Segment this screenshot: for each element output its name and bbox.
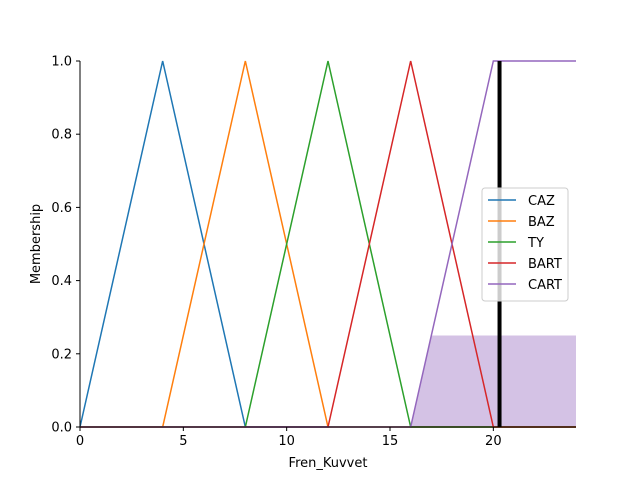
legend-box (481, 187, 569, 302)
legend-label-bart: BART (528, 257, 562, 272)
legend: CAZ BAZ TY BART CART (481, 187, 569, 302)
axes: 0 5 10 15 20 0.0 0.2 0.4 0.6 0.8 1.0 (51, 55, 576, 449)
y-tick-label: 0.6 (51, 201, 72, 216)
x-tick-label: 10 (278, 434, 295, 449)
activation-fill (410, 335, 576, 427)
x-tick-label: 15 (382, 434, 399, 449)
legend-label-caz: CAZ (528, 194, 555, 209)
x-tick-label: 20 (485, 434, 502, 449)
legend-label-ty: TY (527, 236, 544, 251)
x-tick-label: 5 (179, 434, 187, 449)
legend-label-baz: BAZ (528, 215, 555, 230)
legend-label-cart: CART (528, 278, 562, 293)
y-tick-label: 1.0 (51, 55, 72, 70)
y-tick-label: 0.4 (51, 274, 72, 289)
x-tick-label: 0 (76, 434, 84, 449)
y-tick-label: 0.8 (51, 128, 72, 143)
x-axis-label: Fren_Kuvvet (289, 456, 368, 471)
y-axis-label: Membership (29, 204, 44, 284)
y-tick-label: 0.0 (51, 421, 72, 436)
y-tick-label: 0.2 (51, 347, 72, 362)
